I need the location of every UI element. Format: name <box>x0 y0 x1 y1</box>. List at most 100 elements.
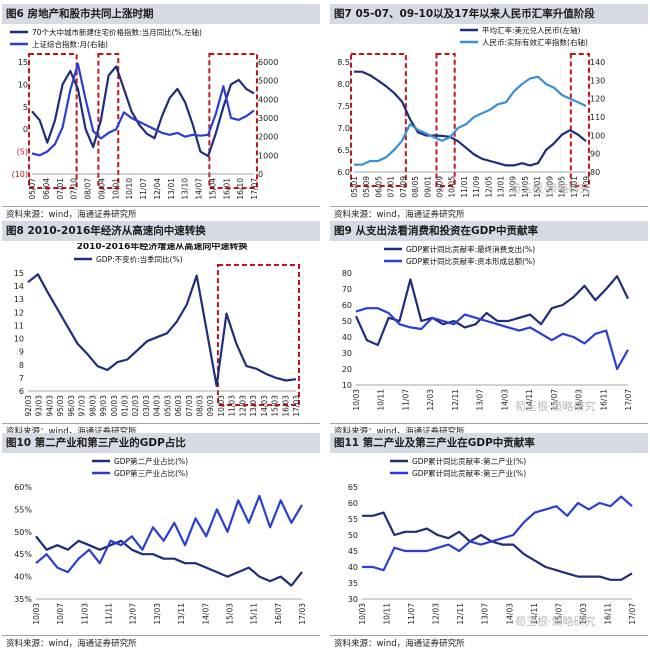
x-tick-label: 08/07 <box>84 178 93 200</box>
x-tick-label: 05/07 <box>28 178 37 200</box>
x-tick-label: 12/05 <box>484 176 493 198</box>
series-line-2 <box>31 62 255 157</box>
x-tick-label: 14/05 <box>521 176 530 198</box>
x-tick-label: 13/03 <box>249 395 258 417</box>
chart-title: 图8 2010-2016年经济从高速向中速转换 <box>2 221 320 241</box>
chart-source: 资料来源：wind，海通证券研究所 <box>334 639 465 649</box>
y-tick-label: 70 <box>342 285 352 294</box>
y-tick-label: 8.5 <box>337 58 350 67</box>
x-tick-label: 11/09 <box>472 176 481 198</box>
x-tick-label: 09/04 <box>97 178 106 200</box>
y-tick-label: 11 <box>14 321 24 330</box>
x-tick-label: 11/11 <box>105 603 114 625</box>
series-line-1 <box>354 70 587 167</box>
divider <box>330 206 648 207</box>
x-tick-label: 06/05 <box>374 176 383 198</box>
y-tick-label: 60 <box>342 301 352 310</box>
y-tick-label: 35 <box>348 579 358 588</box>
legend-label: 平均汇率:美元兑人民币(左轴) <box>482 26 580 35</box>
highlight-box <box>97 53 120 189</box>
x-tick-label: 97/03 <box>78 395 87 417</box>
x-tick-label: 06/04 <box>42 178 51 200</box>
x-tick-label: 17/07 <box>624 389 633 411</box>
x-tick-label: 15/01 <box>533 176 542 198</box>
x-tick-label: 07/03 <box>185 395 194 417</box>
y-tick-label: 50% <box>14 528 32 537</box>
x-tick-label: 12/11 <box>456 603 465 625</box>
x-tick-label: 05/03 <box>163 395 172 417</box>
x-tick-label: 02/03 <box>131 395 140 417</box>
highlight-box <box>350 53 407 187</box>
y-tick-label: 45% <box>14 550 32 559</box>
y-tick-label: 10 <box>18 80 28 89</box>
x-tick-label: 11/03 <box>228 395 237 417</box>
y-tick-label: 0 <box>23 125 28 134</box>
x-tick-label: 17/07 <box>628 603 637 625</box>
chart-svg-fig10: 60% 55% 50% 45% 40% 35%10/03 10/07 11/03 11/11 12… <box>14 456 307 625</box>
panel-fig8: 图8 2010-2016年经济从高速向中速转换 15 14 13 12 11 10 9 8 7 6… <box>2 221 320 437</box>
x-tick-label: 13/03 <box>153 603 162 625</box>
x-tick-label: 12/07 <box>129 603 138 625</box>
x-tick-label: 13/07 <box>481 603 490 625</box>
divider <box>2 206 320 207</box>
y-tick-label: 8.0 <box>337 80 350 89</box>
series-line-1 <box>362 511 633 581</box>
chart-title: 图11 第二产业及第三产业在GDP中贡献率 <box>330 433 648 453</box>
x-tick-label: 17/09 <box>582 176 591 198</box>
x-tick-label: 16/10 <box>236 178 245 200</box>
watermark: 荀玉根·策略研究 <box>515 400 596 413</box>
y-right-tick-label: 90 <box>590 150 600 159</box>
x-tick-label: 08/05 <box>411 176 420 198</box>
series-line-2 <box>354 75 587 166</box>
x-tick-label: 93/03 <box>35 395 44 417</box>
x-tick-label: 16/11 <box>603 603 612 625</box>
x-tick-label: 13/09 <box>509 176 518 198</box>
x-tick-label: 15/03 <box>271 395 280 417</box>
inner-title: 2010-2016年经济增速从高速向中速转换 <box>77 243 249 252</box>
panel-fig7: 图7 05-07、09-10以及17年以来人民币汇率升值阶段 8.5 8.0 7.5… <box>330 4 648 220</box>
watermark: 荀玉根·策略研究 <box>510 182 591 195</box>
legend-label: 70个大中城市新建住宅价格指数:当月同比(%,左轴) <box>32 27 202 37</box>
x-tick-label: 94/03 <box>45 395 54 417</box>
x-tick-label: 14/11 <box>525 389 534 411</box>
x-tick-label: 14/07 <box>201 603 210 625</box>
x-tick-label: 13/01 <box>167 178 176 200</box>
y-right-tick-label: 0 <box>258 170 263 179</box>
x-tick-label: 08/03 <box>196 395 205 417</box>
chart-source: 资料来源：wind，海通证券研究所 <box>334 210 465 220</box>
x-tick-label: 00/03 <box>110 395 119 417</box>
y-tick-label: 50 <box>342 317 352 326</box>
x-tick-label: 92/03 <box>24 395 33 417</box>
x-tick-label: 11/07 <box>139 178 148 200</box>
legend-label: GDP累计同比贡献率:第二产业(%) <box>412 456 526 466</box>
y-tick-label: 80 <box>342 269 352 278</box>
x-tick-label: 07/01 <box>56 178 65 200</box>
x-tick-label: 05/09 <box>362 176 371 198</box>
y-tick-label: 15 <box>14 269 24 278</box>
x-tick-label: 12/03 <box>238 395 247 417</box>
chart-title: 图10 第二产业和第三产业的GDP占比 <box>2 433 320 453</box>
legend-label: GDP:不变价:当季同比(%) <box>96 254 183 264</box>
x-tick-label: 16/01 <box>222 178 231 200</box>
x-tick-label: 10/03 <box>217 395 226 417</box>
y-tick-label: 9 <box>19 348 24 357</box>
x-tick-label: 16/03 <box>575 389 584 411</box>
x-tick-label: 11/07 <box>407 603 416 625</box>
legend-label: GDP累计同比贡献率:第三产业(%) <box>412 468 526 478</box>
y-tick-label: 5 <box>23 103 28 112</box>
x-tick-label: 17/07 <box>250 178 259 200</box>
x-tick-label: 10/03 <box>352 389 361 411</box>
y-tick-label: 7 <box>19 374 24 383</box>
y-tick-label: 12 <box>14 308 24 317</box>
y-tick-label: 15 <box>18 58 28 67</box>
x-tick-label: 14/03 <box>260 395 269 417</box>
highlight-box <box>216 264 301 406</box>
y-tick-label: 7.0 <box>337 124 350 133</box>
x-tick-label: 06/03 <box>174 395 183 417</box>
y-right-tick-label: 100 <box>590 131 605 140</box>
x-tick-label: 15/04 <box>208 178 217 200</box>
y-right-tick-label: 6000 <box>258 58 278 67</box>
chart-source: 资料来源：wind，海通证券研究所 <box>6 210 137 220</box>
x-tick-label: 14/07 <box>195 178 204 200</box>
chart-svg-fig8: 15 14 13 12 11 10 9 8 7 692/03 93/03 94/03 95/03 96/0… <box>14 243 301 417</box>
